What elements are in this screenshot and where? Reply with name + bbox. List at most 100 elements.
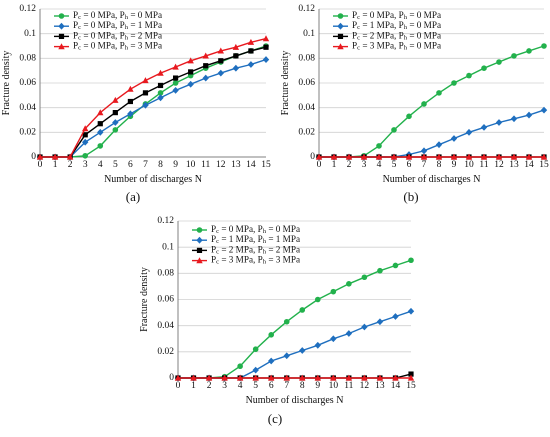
data-point bbox=[450, 153, 458, 160]
chart-panel-1: 00.020.040.060.080.10.120 1 2 3 4 5 6 7 8 9 10 11 12… bbox=[1, 4, 271, 204]
x-tick-label: 1 bbox=[191, 381, 196, 391]
x-tick-label: 14 bbox=[246, 160, 256, 170]
y-tick-label: 0.02 bbox=[157, 347, 174, 357]
data-point bbox=[142, 90, 149, 96]
data-point bbox=[315, 296, 321, 303]
data-point bbox=[421, 101, 427, 107]
data-point bbox=[127, 98, 133, 105]
y-tick-label: 0.1 bbox=[162, 242, 174, 252]
x-tick-label: 13 bbox=[509, 160, 519, 170]
data-point bbox=[203, 63, 209, 69]
data-point bbox=[375, 153, 383, 160]
x-tick-label: 15 bbox=[539, 160, 549, 170]
x-tick-label: 15 bbox=[406, 381, 416, 391]
data-point bbox=[237, 363, 243, 370]
data-point bbox=[112, 119, 119, 126]
legend-marker bbox=[337, 33, 344, 39]
x-tick-label: 12 bbox=[360, 381, 370, 391]
data-point bbox=[480, 153, 488, 160]
y-tick-label: 0 bbox=[169, 373, 174, 383]
y-tick-label: 0.1 bbox=[303, 29, 315, 39]
y-tick-label: 0.04 bbox=[157, 321, 174, 331]
data-point bbox=[82, 125, 89, 132]
data-point bbox=[405, 153, 413, 160]
data-point bbox=[202, 74, 209, 82]
legend-label: Pc = 0 MPa, Ph = 0 MPa bbox=[73, 10, 162, 21]
data-point bbox=[232, 64, 240, 72]
y-tick-label: 0.06 bbox=[157, 295, 174, 305]
x-axis-title: Number of discharges N bbox=[383, 174, 481, 185]
data-point bbox=[495, 153, 503, 160]
data-point bbox=[262, 35, 270, 42]
series-2 bbox=[174, 307, 415, 382]
x-tick-label: 5 bbox=[113, 160, 118, 170]
x-tick-label: 4 bbox=[98, 160, 103, 170]
x-tick-label: 10 bbox=[329, 381, 339, 391]
data-point bbox=[268, 357, 275, 365]
x-tick-label: 15 bbox=[261, 160, 271, 170]
legend-marker bbox=[58, 13, 65, 19]
data-point bbox=[232, 43, 240, 50]
y-axis-title: Fracture density bbox=[139, 267, 150, 332]
data-point bbox=[142, 77, 149, 84]
data-point bbox=[346, 281, 352, 287]
data-point bbox=[465, 153, 473, 160]
x-tick-label: 9 bbox=[315, 381, 320, 391]
data-point bbox=[390, 153, 398, 160]
x-tick-label: 6 bbox=[269, 381, 274, 391]
y-tick-label: 0 bbox=[31, 152, 36, 162]
data-point bbox=[465, 128, 473, 136]
data-point bbox=[202, 52, 209, 59]
x-tick-label: 11 bbox=[201, 160, 210, 170]
data-point bbox=[361, 374, 368, 381]
legend-label: Pc = 0 MPa, Ph = 0 MPa bbox=[352, 10, 441, 21]
data-point bbox=[420, 147, 428, 155]
data-point bbox=[97, 109, 104, 116]
x-tick-label: 13 bbox=[231, 160, 241, 170]
x-tick-label: 6 bbox=[128, 160, 133, 170]
y-tick-label: 0.1 bbox=[24, 29, 36, 39]
data-point bbox=[392, 313, 399, 320]
legend-marker bbox=[196, 247, 203, 253]
x-tick-label: 12 bbox=[216, 160, 226, 170]
x-tick-label: 1 bbox=[332, 160, 337, 170]
x-tick-label: 3 bbox=[362, 160, 367, 170]
data-point bbox=[157, 69, 164, 76]
data-point bbox=[299, 347, 306, 354]
data-point bbox=[330, 288, 337, 295]
data-point bbox=[525, 153, 533, 160]
x-tick-label: 2 bbox=[207, 381, 212, 391]
y-tick-label: 0.04 bbox=[298, 103, 315, 113]
data-point bbox=[36, 153, 44, 160]
data-point bbox=[451, 80, 457, 86]
data-point bbox=[392, 262, 399, 269]
series-line bbox=[319, 109, 545, 158]
data-point bbox=[540, 106, 548, 114]
y-tick-label: 0.06 bbox=[298, 78, 315, 88]
data-point bbox=[408, 257, 414, 264]
data-point bbox=[248, 48, 254, 54]
data-point bbox=[420, 153, 428, 160]
legend-label: Pc = 3 MPa, Ph = 0 MPa bbox=[352, 41, 441, 52]
x-tick-label: 7 bbox=[143, 160, 148, 170]
legend-label: Pc = 0 MPa, Ph = 0 MPa bbox=[211, 224, 300, 235]
data-point bbox=[190, 374, 197, 381]
data-point bbox=[205, 374, 213, 381]
series-1 bbox=[316, 43, 547, 160]
y-axis-title: Fracture density bbox=[1, 51, 12, 116]
series-2 bbox=[315, 106, 548, 161]
legend-label: Pc = 1 MPa, Ph = 1 MPa bbox=[211, 234, 300, 245]
chart-panel-2: 00.020.040.060.080.10.120 1 2 3 4 5 6 7 8 9 10 11 12… bbox=[280, 4, 549, 204]
legend-marker bbox=[196, 227, 203, 233]
y-axis-title: Fracture density bbox=[280, 51, 291, 116]
data-point bbox=[247, 61, 255, 68]
y-tick-label: 0.06 bbox=[19, 78, 36, 88]
data-point bbox=[66, 153, 74, 160]
series-line bbox=[178, 310, 412, 379]
series-line bbox=[40, 37, 267, 158]
x-tick-label: 4 bbox=[238, 381, 243, 391]
